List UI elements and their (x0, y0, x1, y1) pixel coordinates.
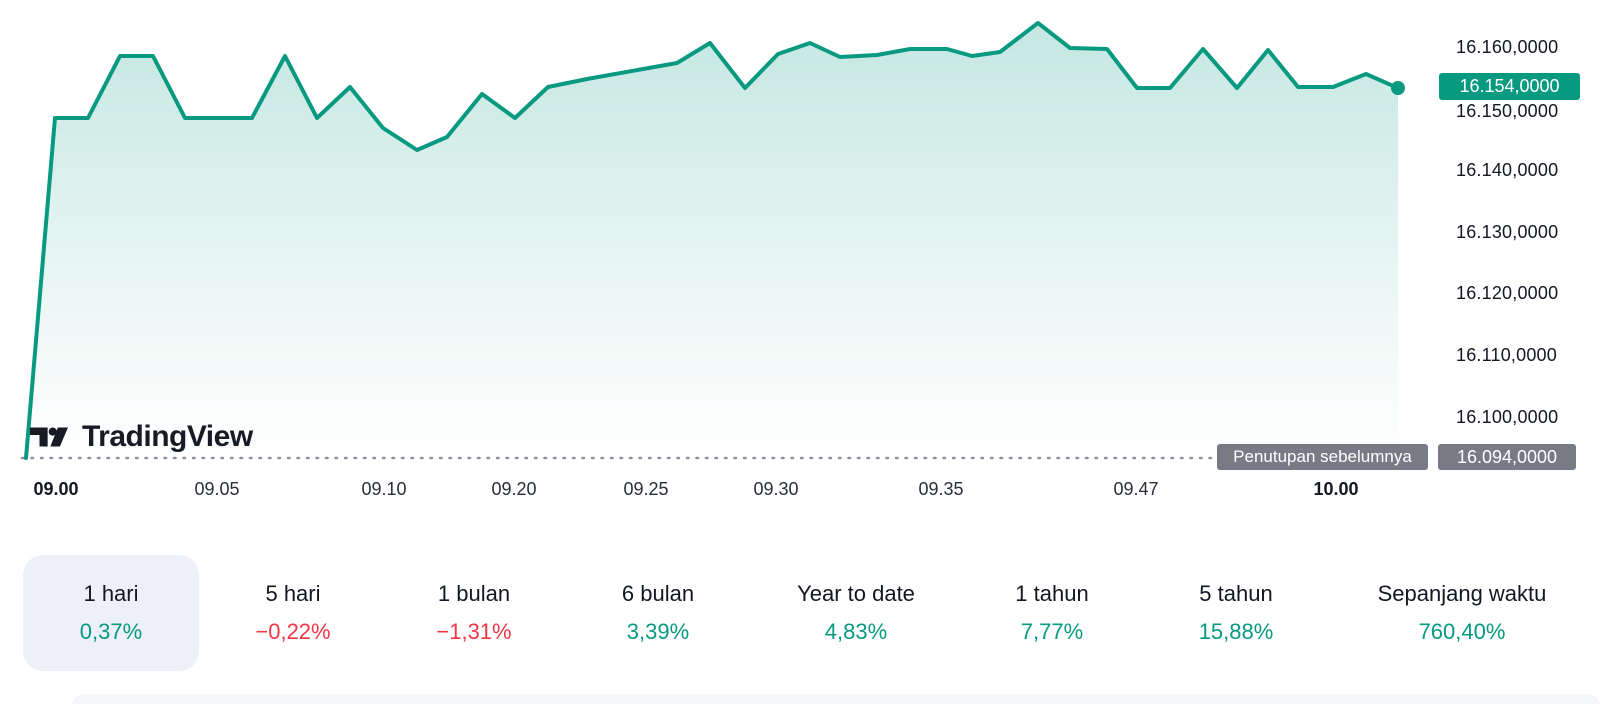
y-axis-label: 16.100,0000 (1456, 407, 1559, 427)
price-line (24, 21, 1400, 460)
tradingview-logo[interactable]: TradingView (30, 420, 253, 454)
period-label: 5 hari (265, 581, 321, 606)
x-axis-label: 09.20 (491, 479, 537, 499)
next-section-edge (72, 694, 1600, 704)
period-1-hari[interactable]: 1 hari 0,37% (23, 555, 199, 671)
x-axis-label: 09.00 (33, 479, 79, 499)
price-chart[interactable]: 16.160,0000 16.150,0000 16.140,0000 16.130,… (0, 0, 1600, 499)
period-label: 5 tahun (1199, 581, 1273, 606)
period-change: 760,40% (1418, 619, 1506, 644)
period-1-tahun[interactable]: 1 tahun 7,77% (964, 555, 1140, 671)
period-change: 7,77% (1020, 619, 1084, 644)
period-1-bulan[interactable]: 1 bulan −1,31% (386, 555, 562, 671)
x-axis-label: 09.35 (918, 479, 964, 499)
y-axis-label: 16.160,0000 (1456, 37, 1559, 57)
y-axis-label: 16.130,0000 (1456, 222, 1559, 242)
previous-close-value: 16.094,0000 (1456, 446, 1558, 467)
period-label: Sepanjang waktu (1377, 581, 1547, 606)
y-axis-label: 16.120,0000 (1456, 283, 1559, 303)
tradingview-logo-icon (30, 427, 68, 447)
x-axis-label: 09.10 (361, 479, 407, 499)
previous-close-value-badge: 16.094,0000 (1438, 444, 1576, 470)
period-change: 15,88% (1198, 619, 1274, 644)
y-axis-label: 16.140,0000 (1456, 160, 1559, 180)
x-axis-label: 09.25 (623, 479, 669, 499)
x-axis-label: 09.30 (753, 479, 799, 499)
period-change: 4,83% (824, 619, 888, 644)
period-5-hari[interactable]: 5 hari −0,22% (205, 555, 381, 671)
previous-close-label-badge: Penutupan sebelumnya (1217, 444, 1428, 470)
x-axis-label: 09.47 (1113, 479, 1159, 499)
period-label: Year to date (797, 581, 915, 606)
area-fill (26, 23, 1398, 458)
last-price-value: 16.154,0000 (1459, 76, 1560, 96)
period-label: 1 hari (83, 581, 139, 606)
period-sepanjang-waktu[interactable]: Sepanjang waktu 760,40% (1374, 555, 1550, 671)
tradingview-logo-text: TradingView (82, 420, 253, 453)
period-5-tahun[interactable]: 5 tahun 15,88% (1148, 555, 1324, 671)
y-axis-label: 16.150,0000 (1456, 101, 1559, 121)
period-change: −1,31% (436, 619, 512, 644)
x-axis-label: 10.00 (1313, 479, 1359, 499)
period-label: 1 bulan (437, 581, 511, 606)
price-area-chart[interactable] (0, 0, 1600, 470)
y-axis-label: 16.110,0000 (1456, 345, 1557, 365)
period-label: 1 tahun (1015, 581, 1089, 606)
period-year-to-date[interactable]: Year to date 4,83% (768, 555, 944, 671)
period-label: 6 bulan (621, 581, 695, 606)
period-change: −0,22% (255, 619, 331, 644)
period-change: 0,37% (79, 619, 143, 644)
last-price-dot (1391, 81, 1405, 95)
previous-close-label: Penutupan sebelumnya (1233, 447, 1412, 466)
x-axis-label: 09.05 (194, 479, 240, 499)
last-price-badge: 16.154,0000 (1439, 73, 1580, 100)
period-change: 3,39% (626, 619, 690, 644)
period-6-bulan[interactable]: 6 bulan 3,39% (570, 555, 746, 671)
